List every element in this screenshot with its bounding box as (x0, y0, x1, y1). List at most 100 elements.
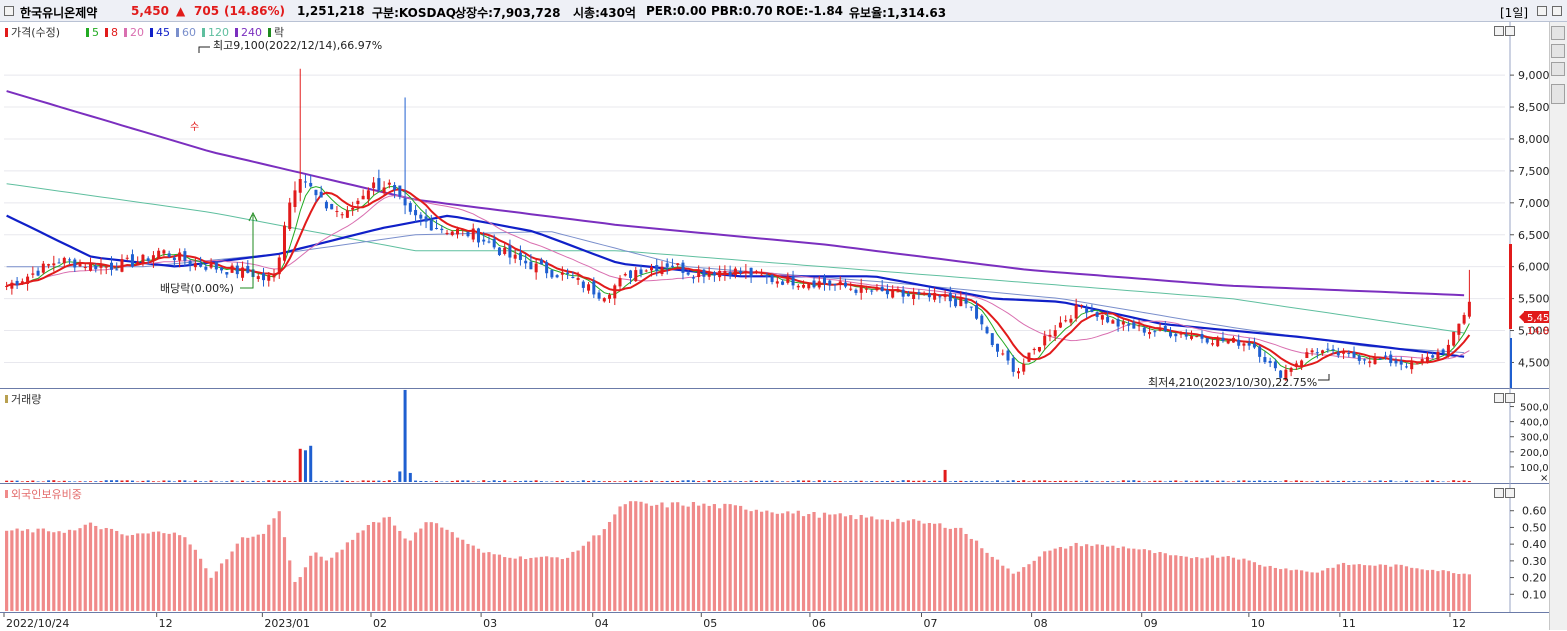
foreign-bar (991, 557, 994, 611)
candle-body (131, 254, 134, 266)
foreign-bar (603, 529, 606, 611)
close-icon[interactable] (1552, 6, 1562, 16)
foreign-bar (1132, 549, 1135, 611)
foreign-title[interactable]: 외국인보유비중 (11, 488, 82, 501)
foreign-bar (63, 533, 66, 611)
candle-body (666, 263, 669, 267)
foreign-bar (430, 522, 433, 611)
foreign-bar (110, 529, 113, 611)
foreign-bar (10, 530, 13, 611)
volume-bar (94, 481, 97, 482)
volume-panel-maximize-icon[interactable] (1505, 393, 1515, 403)
volume-bar (1190, 481, 1193, 482)
price-panel-minimize-icon[interactable] (1494, 26, 1504, 36)
volume-bar (849, 481, 852, 482)
foreign-bar (1405, 566, 1408, 611)
volume-bar (776, 481, 779, 482)
volume-title[interactable]: 거래량 (11, 393, 41, 406)
candle-body (21, 281, 24, 284)
period-selector[interactable]: [1일] (1500, 4, 1528, 21)
candle-body (388, 183, 391, 185)
volume-bar (765, 481, 768, 482)
volume-bar (1174, 480, 1177, 482)
volume-bar (1159, 481, 1162, 482)
foreign-bar (1080, 546, 1083, 611)
volume-bar (1138, 481, 1141, 482)
stock-name[interactable]: 한국유니온제약 (20, 4, 97, 21)
legend-price[interactable]: 가격(수정) (11, 26, 60, 39)
candle-body (398, 186, 401, 197)
select-checkbox[interactable] (4, 6, 14, 16)
volume-bar (309, 446, 312, 482)
scroll-up-icon[interactable] (1551, 26, 1565, 40)
candle-body (1054, 330, 1057, 336)
zoom-in-icon[interactable] (1551, 44, 1565, 58)
candle-body (1311, 350, 1314, 352)
foreign-bar (1352, 565, 1355, 611)
foreign-bar (592, 535, 595, 611)
volume-bar (1211, 481, 1214, 482)
volume-bar (1169, 481, 1172, 482)
scroll-thumb[interactable] (1551, 84, 1565, 104)
foreign-bar (781, 513, 784, 611)
ma120-line (7, 184, 1465, 333)
volume-bar (115, 480, 118, 482)
candle-body (1185, 334, 1188, 336)
candle-body (561, 272, 564, 274)
foreign-bar (1279, 569, 1282, 611)
foreign-bar (89, 523, 92, 611)
candle-body (886, 290, 889, 294)
volume-bar (881, 481, 884, 482)
volume-bar (304, 450, 307, 482)
price-tick-label: 4,500 (1518, 356, 1550, 369)
volume-chart[interactable]: 거래량 100,000200,000300,000400,000500,000 … (0, 389, 1567, 484)
foreign-bar (770, 512, 773, 611)
foreign-panel-minimize-icon[interactable] (1494, 488, 1504, 498)
foreign-bar (173, 533, 176, 611)
volume-bar (425, 481, 428, 482)
foreign-panel-maximize-icon[interactable] (1505, 488, 1515, 498)
candle-body (199, 264, 202, 267)
candle-body (797, 286, 800, 287)
candle-body (907, 294, 910, 296)
volume-bar (833, 481, 836, 482)
candle-body (556, 275, 559, 277)
volume-bar (419, 481, 422, 482)
candle-body (1064, 320, 1067, 321)
volume-bar (498, 481, 501, 482)
volume-bar (891, 481, 894, 482)
candle-body (681, 263, 684, 273)
legend-exdiv-swatch (268, 28, 271, 37)
foreign-bar (1075, 543, 1078, 611)
legend-ma-label: 5 (92, 26, 99, 39)
candle-body (99, 265, 102, 268)
vertical-scrollbar[interactable] (1549, 22, 1567, 630)
price-panel-maximize-icon[interactable] (1505, 26, 1515, 36)
volume-panel-minimize-icon[interactable] (1494, 393, 1504, 403)
foreign-bar (1384, 565, 1387, 611)
foreign-holding-chart[interactable]: 외국인보유비중 0.100.200.300.400.500.60 (0, 484, 1567, 612)
foreign-bar (461, 540, 464, 611)
volume-bar (1442, 481, 1445, 482)
candle-body (1253, 344, 1256, 348)
volume-bar (383, 481, 386, 482)
foreign-bar (1174, 555, 1177, 611)
volume-bar (1384, 481, 1387, 482)
foreign-bar (414, 532, 417, 611)
zoom-out-icon[interactable] (1551, 62, 1565, 76)
volume-bar (105, 480, 108, 482)
candle-body (225, 272, 228, 274)
candle-body (640, 269, 643, 274)
volume-bar (986, 481, 989, 482)
candle-body (608, 295, 611, 299)
maximize-icon[interactable] (1537, 6, 1547, 16)
candle-body (624, 274, 627, 275)
candle-body (781, 281, 784, 284)
volume-bar (1200, 481, 1203, 482)
candle-body (16, 281, 19, 285)
volume-bar (1085, 481, 1088, 482)
foreign-bar (456, 538, 459, 611)
price-chart[interactable]: 4,5005,0005,5006,0006,5007,0007,5008,000… (0, 22, 1567, 389)
volume-bar (314, 481, 317, 482)
